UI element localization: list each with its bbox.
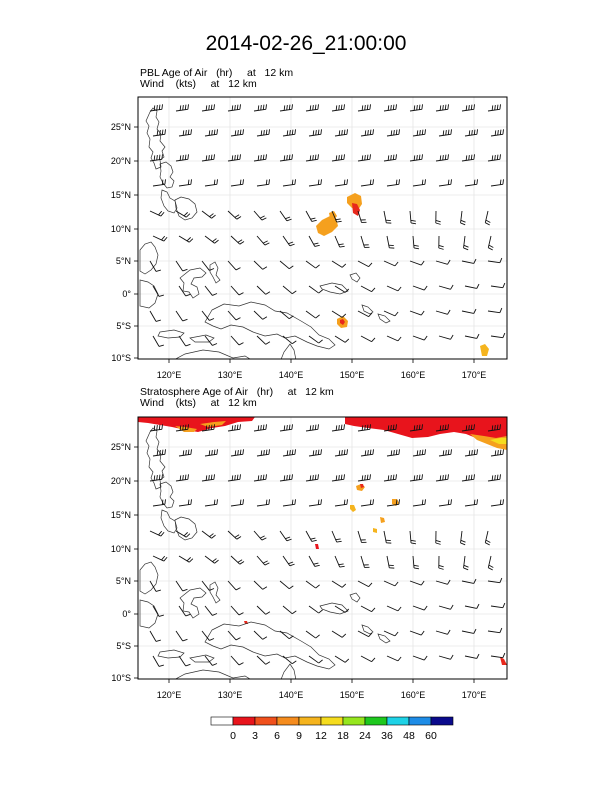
p1-lon-tick: 130°E [218, 370, 243, 380]
p2-lon-tick: 160°E [401, 690, 426, 700]
p2-lat-tick: 25°N [111, 442, 131, 452]
colorbar-swatch [276, 716, 300, 726]
p2-lon-tick: 120°E [157, 690, 182, 700]
panel2-wind-barbs [149, 424, 506, 667]
p1-lon-tick: 120°E [157, 370, 182, 380]
p1-lat-tick: 20°N [111, 156, 131, 166]
colorbar-label: 6 [274, 730, 280, 742]
p1-lat-tick: 5°S [116, 321, 131, 331]
map-title: 2014-02-26_21:00:00 [205, 32, 407, 55]
p2-lat-tick: 20°N [111, 476, 131, 486]
colorbar-label: 36 [381, 730, 393, 742]
colorbar-swatch [254, 716, 278, 726]
panel1-map: 25°N 20°N 15°N 10°N 5°N 0° 5°S 10°S 120°… [111, 96, 508, 380]
colorbar-swatch [430, 716, 454, 726]
p2-lat-tick: 15°N [111, 510, 131, 520]
colorbar-label: 3 [252, 730, 258, 742]
colorbar-label: 12 [315, 730, 327, 742]
colorbar-swatch [364, 716, 388, 726]
p1-lon-tick: 140°E [279, 370, 304, 380]
p1-lat-tick: 25°N [111, 122, 131, 132]
colorbar-swatch [298, 716, 322, 726]
p2-lon-tick: 150°E [340, 690, 365, 700]
p1-lat-tick: 10°N [111, 224, 131, 234]
p1-lat-tick: 10°S [111, 353, 131, 363]
panel2-map: 25°N 20°N 15°N 10°N 5°N 0° 5°S 10°S 120°… [111, 416, 508, 700]
panel1-wind-barbs [149, 104, 506, 347]
colorbar-label: 24 [359, 730, 371, 742]
colorbar-label: 18 [337, 730, 349, 742]
p2-lat-tick: 10°S [111, 673, 131, 683]
stratosphere-tracer-plumes [138, 417, 507, 665]
p2-lat-tick: 10°N [111, 544, 131, 554]
p1-lat-tick: 5°N [116, 256, 131, 266]
p1-lat-tick: 0° [122, 289, 131, 299]
p2-lon-tick: 140°E [279, 690, 304, 700]
colorbar-label: 9 [296, 730, 302, 742]
p1-lon-tick: 170°E [462, 370, 487, 380]
p2-lon-tick: 170°E [462, 690, 487, 700]
colorbar: 0 3 6 9 12 18 24 36 48 60 [210, 716, 454, 742]
colorbar-swatch [320, 716, 344, 726]
pbl-tracer-plumes [316, 193, 489, 356]
p2-lat-tick: 5°N [116, 576, 131, 586]
p2-lon-tick: 130°E [218, 690, 243, 700]
panel1-field-label: PBL Age of Air (hr) at 12 km [140, 67, 294, 79]
p2-lat-tick: 0° [122, 609, 131, 619]
panel1-wind-label: Wind (kts) at 12 km [140, 78, 257, 90]
p1-lon-tick: 150°E [340, 370, 365, 380]
panel2-field-label: Stratosphere Age of Air (hr) at 12 km [140, 386, 334, 398]
p2-lat-tick: 5°S [116, 641, 131, 651]
colorbar-swatch [408, 716, 432, 726]
colorbar-swatch [232, 716, 256, 726]
panel2-wind-label: Wind (kts) at 12 km [140, 397, 257, 409]
colorbar-label: 0 [230, 730, 236, 742]
p1-lon-tick: 160°E [401, 370, 426, 380]
colorbar-label: 48 [403, 730, 415, 742]
colorbar-label: 60 [425, 730, 437, 742]
colorbar-swatch [210, 716, 234, 726]
colorbar-swatch [386, 716, 410, 726]
colorbar-swatch [342, 716, 366, 726]
p1-lat-tick: 15°N [111, 190, 131, 200]
